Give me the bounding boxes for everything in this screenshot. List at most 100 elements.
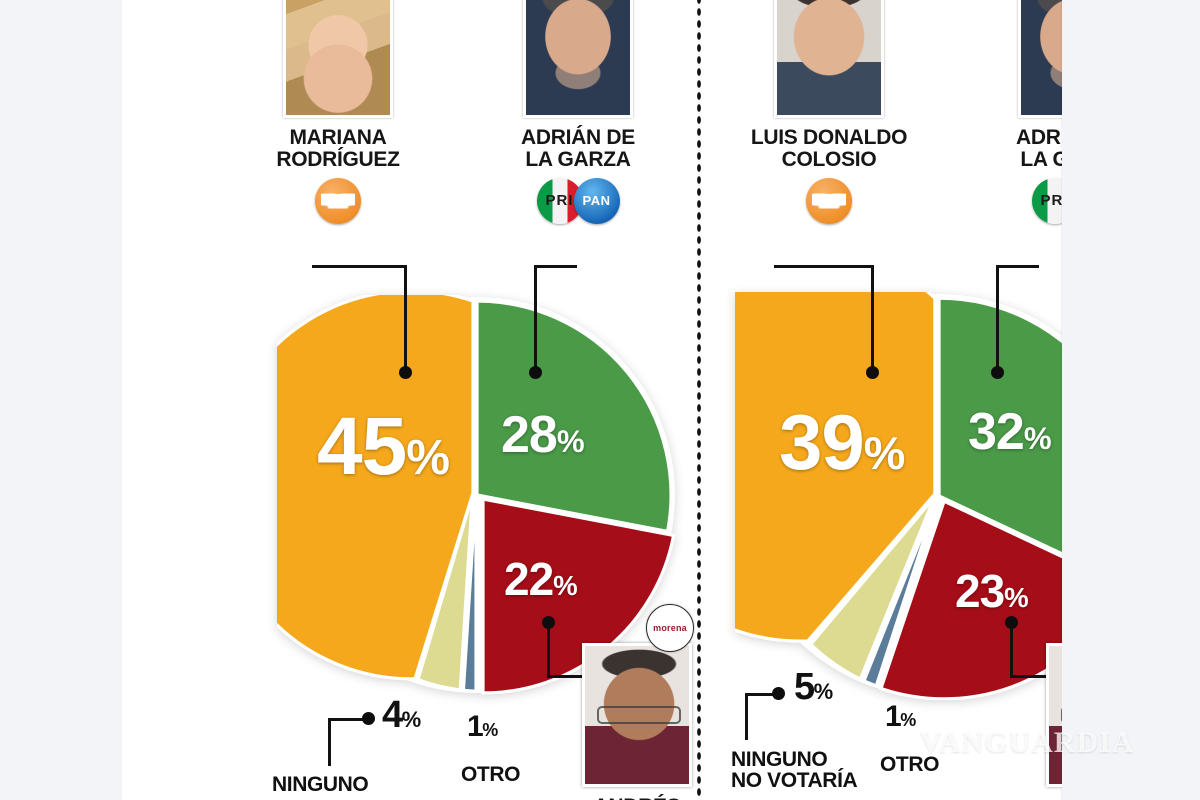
candidate-bottom-andres-left: ANDRÉS: [582, 643, 692, 800]
leader-line-h-andres-left: [547, 675, 592, 678]
leader-dot-ninguno-right: [772, 687, 785, 700]
pie-chart-left: 45% 28% 22%: [277, 295, 677, 695]
leader-line-h-mc-right: [774, 265, 874, 268]
pie-label-green-right: 32%: [968, 403, 1052, 461]
candidate-name-adrian-right: ADRIÁN DE LA GARZA: [973, 126, 1062, 172]
leader-dot-green-left: [529, 366, 542, 379]
candidate-header-adrian-de-la-garza-left: ADRIÁN DE LA GARZA PRI PAN: [478, 0, 678, 224]
portrait-mariana-rodriguez: [283, 0, 393, 118]
callout-otro-right: 1%: [885, 700, 916, 733]
callout-ninguno-right: 5%: [794, 666, 833, 708]
pie-slice-orange-right: [735, 292, 937, 643]
candidate-header-mariana-rodriguez: MARIANA RODRÍGUEZ: [253, 0, 423, 224]
party-logos-mc-right: [730, 177, 928, 224]
leader-line-h-mc-left: [312, 265, 407, 268]
leader-line-h-pri-left: [537, 265, 577, 268]
candidate-bottom-andres-right: ANDRÉS: [1046, 643, 1062, 800]
candidate-bottom-name-left: ANDRÉS: [582, 795, 692, 800]
callout-otro-label-left: OTRO: [461, 763, 521, 786]
candidate-header-adrian-de-la-garza-right: ADRIÁN DE LA GARZA PRI PAN: [973, 0, 1062, 224]
pie-slice-grayblue-right: [862, 498, 939, 688]
pie-label-green-left: 28%: [501, 406, 585, 464]
pie-slice-paleyellow-left: [416, 496, 474, 692]
leader-line-h-pri-right: [999, 265, 1039, 268]
poll-panel-right: LUIS DONALDO COLOSIO ADRIÁN DE LA GARZA …: [702, 0, 1062, 800]
leader-line-v-pri-left: [534, 265, 537, 375]
morena-logo-icon-left: morena: [646, 604, 694, 652]
pie-svg-left: [277, 295, 676, 695]
callout-otro-value-left: 1%: [467, 710, 498, 743]
pie-label-darkred-right: 23%: [955, 565, 1029, 617]
candidate-name-line2: RODRÍGUEZ: [276, 148, 400, 172]
candidate-bottom-name-right: ANDRÉS: [1046, 795, 1062, 800]
pie-slice-paleyellow-right: [808, 497, 936, 681]
pie-slice-green-right: [937, 296, 1062, 556]
pie-label-orange-right: 39%: [779, 398, 905, 486]
mc-bird-icon: [321, 193, 355, 209]
pri-logo-label: PRI: [545, 192, 574, 209]
pie-slice-green-left: [475, 299, 673, 534]
pan-logo-icon: PAN: [573, 177, 620, 224]
leader-line-v-andres-right: [1010, 622, 1013, 677]
panel-divider: [696, 0, 702, 800]
pri-logo-label-right: PRI: [1040, 192, 1062, 209]
leader-line-v-ninguno-left: [328, 718, 331, 766]
portrait-adrian-de-la-garza-left: [523, 0, 633, 118]
party-logos-pri-pan-right: PRI PAN: [973, 177, 1062, 224]
leader-line-v-mc-right: [871, 265, 874, 375]
portrait-andres-right: [1046, 643, 1062, 787]
leader-dot-andres-right: [1005, 616, 1018, 629]
leader-line-v-andres-left: [547, 622, 550, 677]
candidate-name-line1: ADRIÁN DE: [1016, 126, 1062, 149]
leader-line-v-ninguno-right: [745, 693, 748, 740]
party-logos-pri-pan: PRI PAN: [478, 177, 678, 224]
glasses-icon-right: [1061, 706, 1062, 724]
callout-ninguno-value-left: 4%: [382, 694, 421, 736]
candidate-name-line1: LUIS DONALDO: [750, 126, 908, 149]
leader-dot-green-right: [991, 366, 1004, 379]
candidate-name-adrian-left: ADRIÁN DE LA GARZA: [478, 126, 678, 172]
morena-logo-label-left: morena: [653, 623, 687, 633]
poll-panel-left: MARIANA RODRÍGUEZ ADRIÁN DE LA GARZA PRI: [242, 0, 699, 800]
callout-ninguno-label-left: NINGUNO: [272, 773, 369, 796]
pie-slice-darkred-right: [878, 498, 1062, 700]
mc-logo-icon: [315, 177, 361, 224]
callout-otro-left: 1%: [467, 710, 498, 743]
candidate-name-line1: ADRIÁN DE: [521, 126, 635, 149]
leader-dot-andres-left: [542, 616, 555, 629]
leader-line-h-ninguno-right: [745, 693, 779, 696]
pie-slice-orange-left: [277, 295, 475, 681]
mc-logo-icon-right: [806, 177, 852, 224]
callout-ninguno-label-right: NINGUNO NO VOTARÍA: [731, 749, 858, 793]
pie-label-orange-left: 45%: [317, 401, 450, 492]
leader-line-v-mc-left: [404, 265, 407, 375]
callout-ninguno-value-right: 5%: [794, 666, 833, 708]
mc-bird-icon-right: [812, 193, 846, 209]
glasses-icon: [597, 706, 681, 724]
portrait-luis-donaldo-colosio: [774, 0, 884, 118]
pie-chart-right: 39% 32% 23%: [735, 292, 1062, 700]
candidate-name-line2: COLOSIO: [781, 148, 877, 172]
leader-dot-orange-left: [399, 366, 412, 379]
callout-otro-label-right: OTRO: [880, 753, 940, 776]
leader-line-v-pri-right: [996, 265, 999, 375]
party-logos-mc: [253, 177, 423, 224]
leader-line-h-ninguno-left: [328, 718, 368, 721]
candidate-name-colosio: LUIS DONALDO COLOSIO: [730, 126, 928, 172]
candidate-name-line1: MARIANA: [289, 126, 387, 149]
callout-otro-value-right: 1%: [885, 700, 916, 733]
pan-logo-label: PAN: [582, 193, 611, 208]
portrait-adrian-de-la-garza-right: [1018, 0, 1062, 118]
leader-dot-ninguno-left: [362, 712, 375, 725]
candidate-name-mariana: MARIANA RODRÍGUEZ: [253, 126, 423, 172]
pie-svg-right: [735, 292, 1062, 700]
pri-logo-icon-right: PRI: [1031, 177, 1062, 224]
callout-ninguno-label-line2: NO VOTARÍA: [731, 769, 858, 793]
morena-logo-left: morena: [646, 604, 694, 652]
candidate-name-line2: LA GARZA: [1020, 148, 1062, 172]
pie-label-darkred-left: 22%: [504, 553, 578, 605]
leader-dot-orange-right: [866, 366, 879, 379]
candidate-name-line2: LA GARZA: [525, 148, 631, 172]
callout-ninguno-left: 4%: [382, 694, 421, 736]
candidate-header-luis-donaldo-colosio: LUIS DONALDO COLOSIO: [730, 0, 928, 224]
